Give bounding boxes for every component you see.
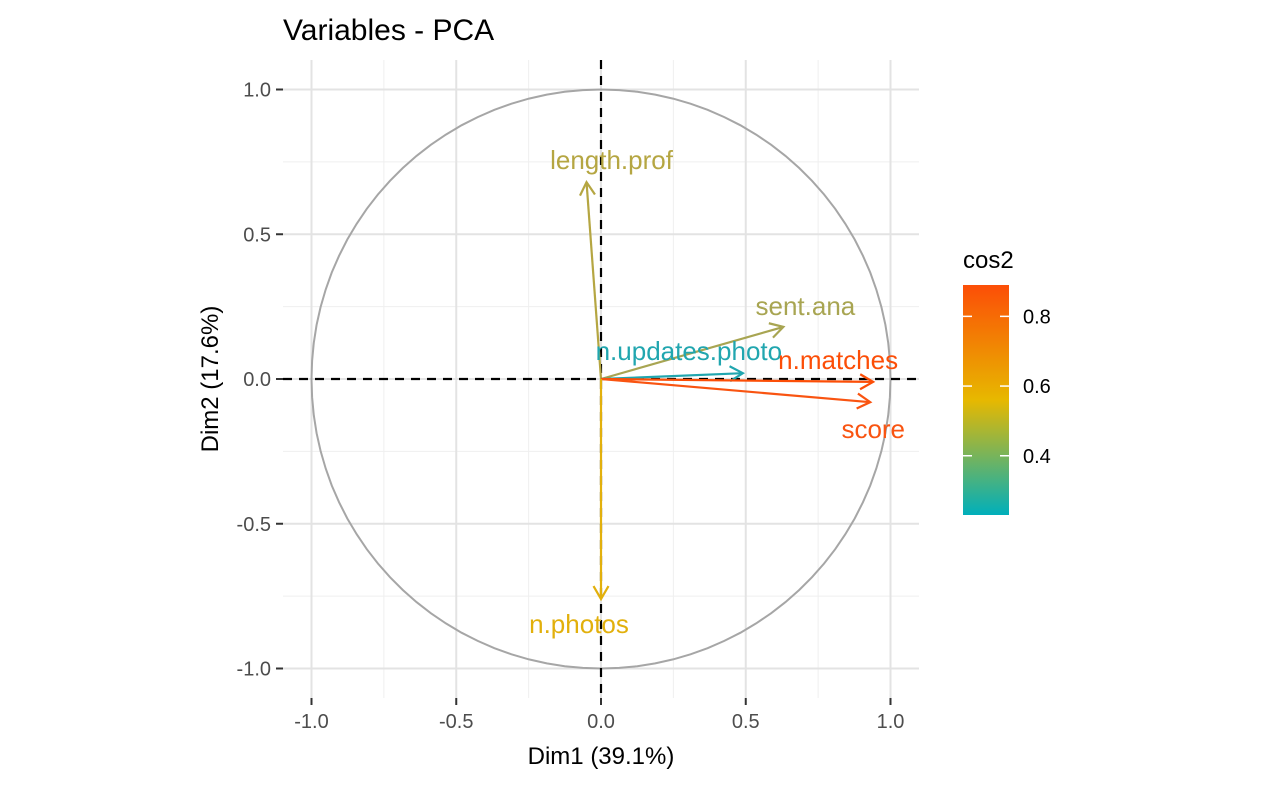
- legend-title: cos2: [963, 247, 1014, 274]
- arrow-shaft: [600, 325, 784, 381]
- label-n-photos: n.photos: [529, 609, 629, 639]
- plot-panel: length.prof sent.ana n.updates.photon.matc…: [237, 60, 919, 733]
- variable-arrows: [579, 179, 876, 602]
- arrow-shaft: [600, 377, 874, 383]
- arrow-head: [729, 365, 746, 383]
- arrow-head: [768, 322, 786, 339]
- arrow-head: [579, 179, 596, 197]
- x-axis-label: Dim1 (39.1%): [528, 743, 675, 770]
- legend-colorbar: [963, 285, 1009, 515]
- arrow-score: [600, 377, 873, 410]
- y-tick-label: 1.0: [243, 80, 271, 102]
- y-tick-label: 0.0: [243, 369, 271, 391]
- label-n-matches: n.matches: [778, 345, 898, 375]
- y-axis-label: Dim2 (17.6%): [197, 306, 224, 453]
- x-tick-label: 1.0: [877, 711, 905, 733]
- arrow-shaft: [600, 377, 871, 404]
- x-tick-label: 0.0: [587, 711, 615, 733]
- arrow-n-matches: [600, 373, 876, 391]
- y-tick-label: 0.5: [243, 224, 271, 246]
- arrow-head: [859, 373, 876, 391]
- x-tick-label: -1.0: [294, 711, 328, 733]
- x-tick-label: -0.5: [439, 711, 473, 733]
- legend-tick-label: 0.8: [1023, 306, 1051, 328]
- legend-tick-label: 0.6: [1023, 376, 1051, 398]
- axes: -1.0 -0.5 0.0 0.5 1.0 -1.0 -0.5 0.0 0.5 1.0: [237, 80, 905, 734]
- y-tick-label: -0.5: [237, 514, 271, 536]
- arrow-n-updates-photo: [600, 365, 746, 383]
- x-tick-label: 0.5: [732, 711, 760, 733]
- legend-ticks: 0.4 0.6 0.8: [963, 306, 1051, 468]
- variable-labels: length.prof sent.ana n.updates.photon.matc…: [529, 145, 905, 639]
- correlation-circle: [310, 88, 892, 670]
- label-sent-ana: sent.ana: [756, 291, 856, 321]
- legend-tick-label: 0.4: [1023, 446, 1051, 468]
- y-tick-label: -1.0: [237, 659, 271, 681]
- arrow-head: [856, 392, 873, 410]
- label-score: score: [841, 414, 905, 444]
- label-length-prof: length.prof: [550, 145, 674, 175]
- arrow-shaft: [585, 182, 603, 380]
- arrow-shaft: [600, 372, 743, 381]
- arrow-length-prof: [579, 179, 603, 380]
- label-n-updates-photo: n.updates.photo: [596, 336, 783, 366]
- cos2-legend: cos2 0.4 0.6 0.8: [963, 247, 1051, 515]
- arrow-n-photos: [592, 379, 610, 602]
- chart-title: Variables - PCA: [283, 14, 494, 47]
- arrow-head: [592, 585, 610, 602]
- arrow-sent-ana: [600, 322, 786, 381]
